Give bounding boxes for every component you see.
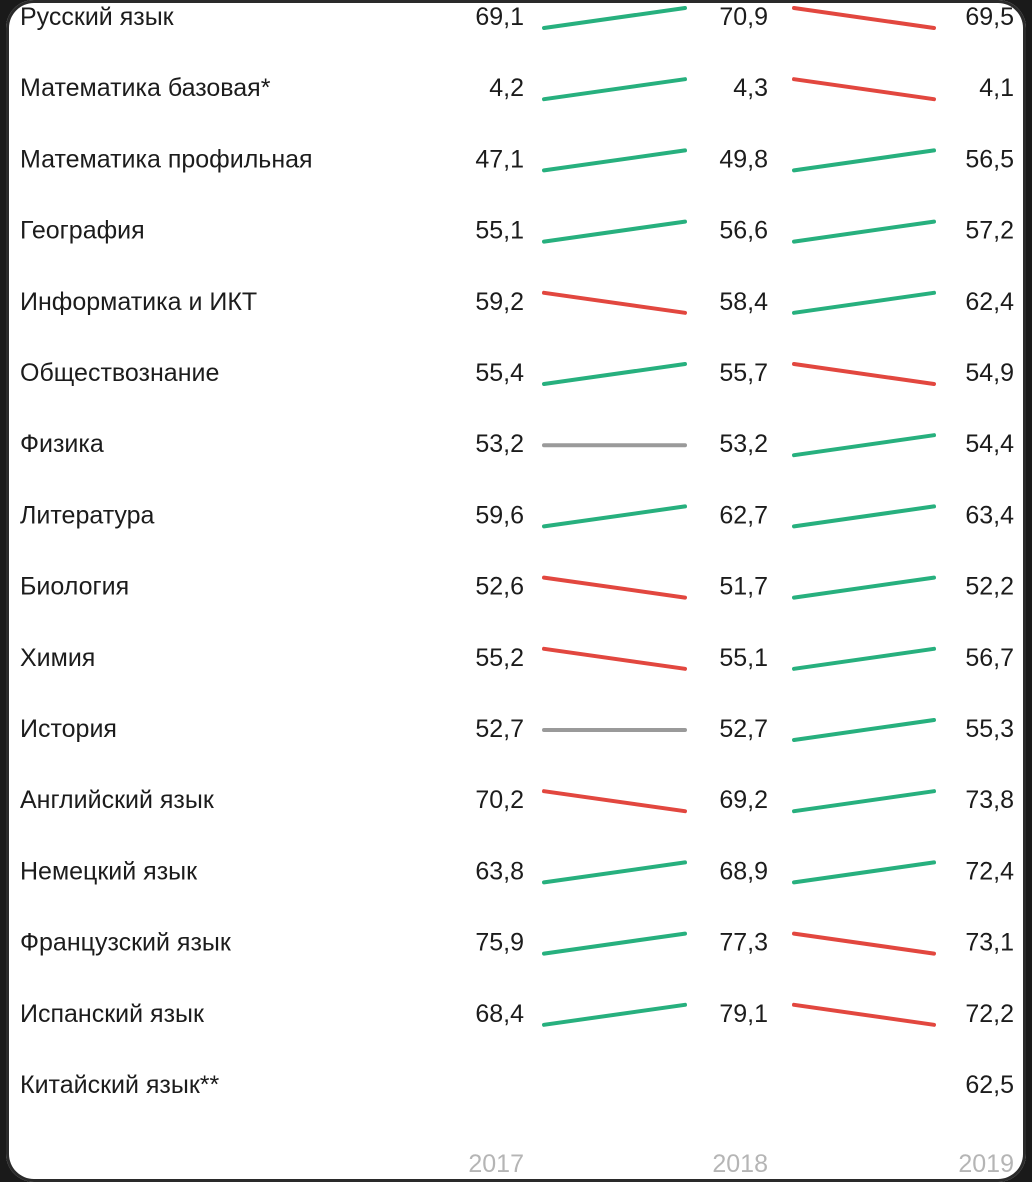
- slope-line: [792, 646, 936, 671]
- value-label: 72,2: [965, 1000, 1014, 1028]
- slope-line: [542, 1002, 687, 1027]
- results-chart: Русский язык 69,1 70,9 69,5 Математика базов…: [20, 3, 1014, 1178]
- value-label: 56,5: [965, 145, 1014, 173]
- subject-label: География: [20, 217, 145, 245]
- value-label: 54,4: [965, 430, 1014, 458]
- value-label: 75,9: [475, 929, 524, 957]
- value-label: 69,5: [965, 3, 1014, 31]
- value-label: 52,2: [965, 573, 1014, 601]
- value-label: 53,2: [719, 430, 768, 458]
- slope-line: [792, 362, 936, 386]
- value-label: 55,3: [965, 715, 1014, 743]
- slope-line: [542, 6, 687, 30]
- subject-label: Литература: [20, 501, 155, 529]
- slope-line: [542, 77, 687, 102]
- value-label: 69,2: [719, 786, 768, 814]
- value-label: 63,8: [475, 857, 524, 885]
- slope-line: [792, 931, 936, 956]
- value-label: 56,7: [965, 644, 1014, 672]
- slope-line: [792, 77, 936, 102]
- subject-label: Информатика и ИКТ: [20, 288, 257, 316]
- slope-line: [542, 219, 687, 244]
- slope-line: [542, 290, 687, 315]
- value-label: 4,1: [979, 74, 1014, 102]
- value-label: 54,9: [965, 359, 1014, 387]
- value-label: 70,2: [475, 786, 524, 814]
- value-label: 62,5: [965, 1071, 1014, 1099]
- value-label: 55,2: [475, 644, 524, 672]
- slope-line: [792, 433, 936, 458]
- value-label: 68,4: [475, 1000, 524, 1028]
- slope-line: [542, 931, 687, 956]
- subject-label: Немецкий язык: [20, 857, 198, 885]
- slope-line: [542, 646, 687, 671]
- value-label: 59,2: [475, 288, 524, 316]
- slope-line: [792, 575, 936, 600]
- value-label: 52,7: [719, 715, 768, 743]
- value-label: 53,2: [475, 430, 524, 458]
- year-label: 2018: [712, 1150, 768, 1178]
- value-label: 69,1: [475, 3, 524, 31]
- value-label: 59,6: [475, 501, 524, 529]
- value-label: 55,4: [475, 359, 524, 387]
- value-label: 72,4: [965, 857, 1014, 885]
- subject-label: Химия: [20, 644, 95, 672]
- chart-frame: Русский язык 69,1 70,9 69,5 Математика базов…: [6, 0, 1026, 1182]
- value-label: 4,2: [489, 74, 524, 102]
- slope-line: [792, 718, 936, 742]
- value-label: 73,1: [965, 929, 1014, 957]
- value-label: 77,3: [719, 929, 768, 957]
- value-label: 4,3: [733, 74, 768, 102]
- value-label: 56,6: [719, 217, 768, 245]
- slope-line: [792, 789, 936, 814]
- value-label: 57,2: [965, 217, 1014, 245]
- slope-line: [792, 219, 936, 244]
- subject-label: Биология: [20, 573, 129, 601]
- slope-line: [792, 290, 936, 315]
- subject-label: Обществознание: [20, 359, 219, 387]
- value-label: 68,9: [719, 857, 768, 885]
- slope-line: [542, 860, 687, 885]
- value-label: 49,8: [719, 145, 768, 173]
- slope-line: [542, 575, 687, 600]
- value-label: 52,6: [475, 573, 524, 601]
- subject-label: Испанский язык: [20, 1000, 205, 1028]
- value-label: 55,1: [719, 644, 768, 672]
- slope-line: [542, 362, 687, 386]
- value-label: 70,9: [719, 3, 768, 31]
- subject-label: Английский язык: [20, 786, 215, 814]
- subject-label: Математика профильная: [20, 145, 313, 173]
- slope-line: [542, 148, 687, 173]
- slope-line: [792, 504, 936, 529]
- slope-line: [792, 1002, 936, 1027]
- value-label: 58,4: [719, 288, 768, 316]
- value-label: 62,4: [965, 288, 1014, 316]
- value-label: 51,7: [719, 573, 768, 601]
- subject-label: Русский язык: [20, 3, 175, 31]
- slope-line: [542, 504, 687, 529]
- value-label: 63,4: [965, 501, 1014, 529]
- value-label: 79,1: [719, 1000, 768, 1028]
- value-label: 47,1: [475, 145, 524, 173]
- subject-label: Французский язык: [20, 929, 232, 957]
- value-label: 73,8: [965, 786, 1014, 814]
- subject-label: Китайский язык**: [20, 1071, 220, 1099]
- value-label: 52,7: [475, 715, 524, 743]
- subject-label: История: [20, 715, 117, 743]
- subject-label: Физика: [20, 430, 104, 458]
- value-label: 55,7: [719, 359, 768, 387]
- subject-label: Математика базовая*: [20, 74, 271, 102]
- year-label: 2017: [468, 1150, 524, 1178]
- slope-line: [792, 860, 936, 885]
- slope-line: [792, 6, 936, 30]
- slope-line: [792, 148, 936, 173]
- year-label: 2019: [958, 1150, 1014, 1178]
- value-label: 55,1: [475, 217, 524, 245]
- value-label: 62,7: [719, 501, 768, 529]
- slope-line: [542, 789, 687, 814]
